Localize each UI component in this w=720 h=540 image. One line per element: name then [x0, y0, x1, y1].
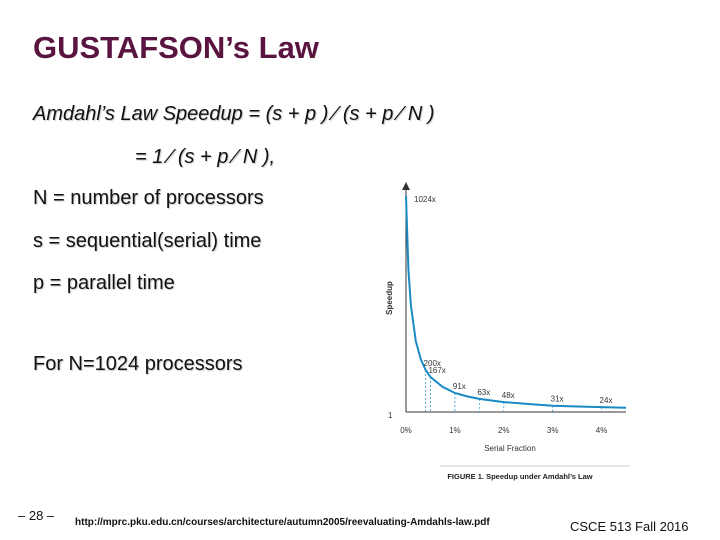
data-label: 48x [502, 391, 515, 400]
y-axis-arrow [402, 182, 410, 190]
slide-number: – 28 – [18, 508, 55, 523]
amdahl-formula-line: Amdahl’s Law Speedup = (s + p ) ⁄ (s + p… [33, 103, 435, 125]
data-label: 91x [453, 382, 466, 391]
y-tick-bottom: 1 [388, 411, 393, 420]
def-p-line: p = parallel time [33, 272, 175, 294]
data-label: 31x [551, 395, 564, 404]
x-tick-label: 0% [400, 426, 412, 435]
course-label: CSCE 513 Fall 2016 [570, 519, 689, 534]
slide-title: GUSTAFSON’s Law [33, 30, 319, 65]
x-tick-label: 2% [498, 426, 510, 435]
x-tick-label: 4% [596, 426, 608, 435]
amdahl-formula-simplified: = 1 ⁄ (s + p ⁄ N ), [135, 146, 276, 168]
y-axis-label: Speedup [385, 281, 394, 315]
n1024-line: For N=1024 processors [33, 353, 243, 375]
data-label: 24x [600, 396, 613, 405]
speedup-curve [405, 195, 627, 409]
x-axis-label: Serial Fraction [484, 444, 536, 453]
source-url: http://mprc.pku.edu.cn/courses/architect… [75, 517, 490, 528]
data-label: 1024x [414, 195, 436, 204]
speedup-figure: Speedup 1 Serial Fraction 0% 1% 2% 3% 4% 102… [385, 182, 630, 481]
x-tick-label: 3% [547, 426, 559, 435]
data-label: 200x [424, 359, 441, 368]
def-s-line: s = sequential(serial) time [33, 230, 262, 252]
x-tick-label: 1% [449, 426, 461, 435]
data-label: 167x [428, 366, 445, 375]
figure-caption: FIGURE 1. Speedup under Amdahl’s Law [447, 472, 592, 481]
def-n-line: N = number of processors [33, 187, 264, 209]
data-label: 63x [477, 388, 490, 397]
